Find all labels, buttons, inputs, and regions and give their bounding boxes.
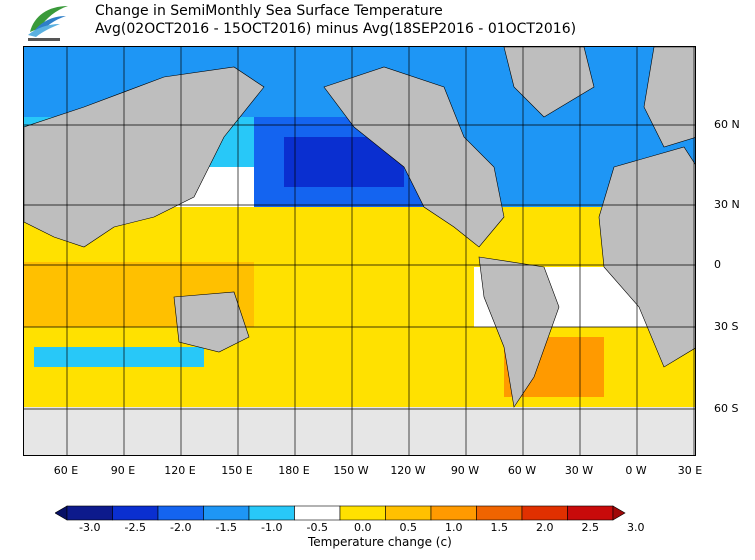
colorbar-tick-label: -0.5 [306, 521, 328, 534]
land [24, 47, 695, 408]
lat-label: 60 S [714, 402, 739, 415]
colorbar-tick-label: -1.0 [261, 521, 283, 534]
lon-label: 180 E [278, 464, 310, 477]
lon-label: 30 W [564, 464, 594, 477]
lon-label: 150 E [221, 464, 253, 477]
colorbar-segment [248, 505, 295, 521]
lat-label: 30 S [714, 320, 739, 333]
colorbar-segment [339, 505, 386, 521]
colorbar-tick-label: 2.5 [581, 521, 600, 534]
colorbar-segment [157, 505, 204, 521]
colorbar-segment [385, 505, 432, 521]
colorbar-tick-label: -1.5 [215, 521, 237, 534]
colorbar-tick-label: 0.5 [399, 521, 418, 534]
colorbar-tick-label: 0.0 [354, 521, 372, 534]
colorbar-segment [430, 505, 477, 521]
colorbar-segment [567, 505, 614, 521]
lon-label: 60 E [53, 464, 79, 477]
lon-label: 60 W [507, 464, 537, 477]
lon-label: 90 E [110, 464, 136, 477]
lon-label: 30 E [677, 464, 703, 477]
lat-label: 60 N [714, 118, 740, 131]
lon-label: 90 W [450, 464, 480, 477]
lon-label: 120 E [164, 464, 196, 477]
colorbar-segment [294, 505, 341, 521]
graticule [24, 47, 695, 455]
colorbar-segment [66, 505, 113, 521]
colorbar-tick-label: -2.5 [124, 521, 146, 534]
map-canvas [24, 47, 695, 455]
lat-label: 30 N [714, 198, 740, 211]
colorbar-segment [203, 505, 250, 521]
colorbar-title: Temperature change (c) [308, 535, 452, 549]
colorbar-tick-label: 1.0 [445, 521, 463, 534]
map-title: Change in SemiMonthly Sea Surface Temper… [95, 2, 576, 38]
lon-label: 120 W [390, 464, 426, 477]
colorbar-over-arrow [612, 505, 626, 521]
leaf-logo [28, 6, 68, 41]
sst-map [23, 46, 696, 456]
colorbar-segment [521, 505, 568, 521]
colorbar-segment [112, 505, 159, 521]
colorbar-under-arrow [55, 505, 68, 521]
colorbar [55, 505, 626, 521]
lon-label: 0 W [625, 464, 647, 477]
lon-label: 150 W [333, 464, 369, 477]
colorbar-segment [476, 505, 523, 521]
title-line-1: Change in SemiMonthly Sea Surface Temper… [95, 3, 443, 19]
colorbar-tick-label: 2.0 [536, 521, 554, 534]
colorbar-tick-label: 1.5 [490, 521, 509, 534]
colorbar-tick-label: -2.0 [170, 521, 192, 534]
lat-label: 0 [714, 258, 721, 271]
title-line-2: Avg(02OCT2016 - 15OCT2016) minus Avg(18S… [95, 21, 577, 37]
colorbar-tick-label: 3.0 [627, 521, 645, 534]
colorbar-tick-label: -3.0 [79, 521, 101, 534]
